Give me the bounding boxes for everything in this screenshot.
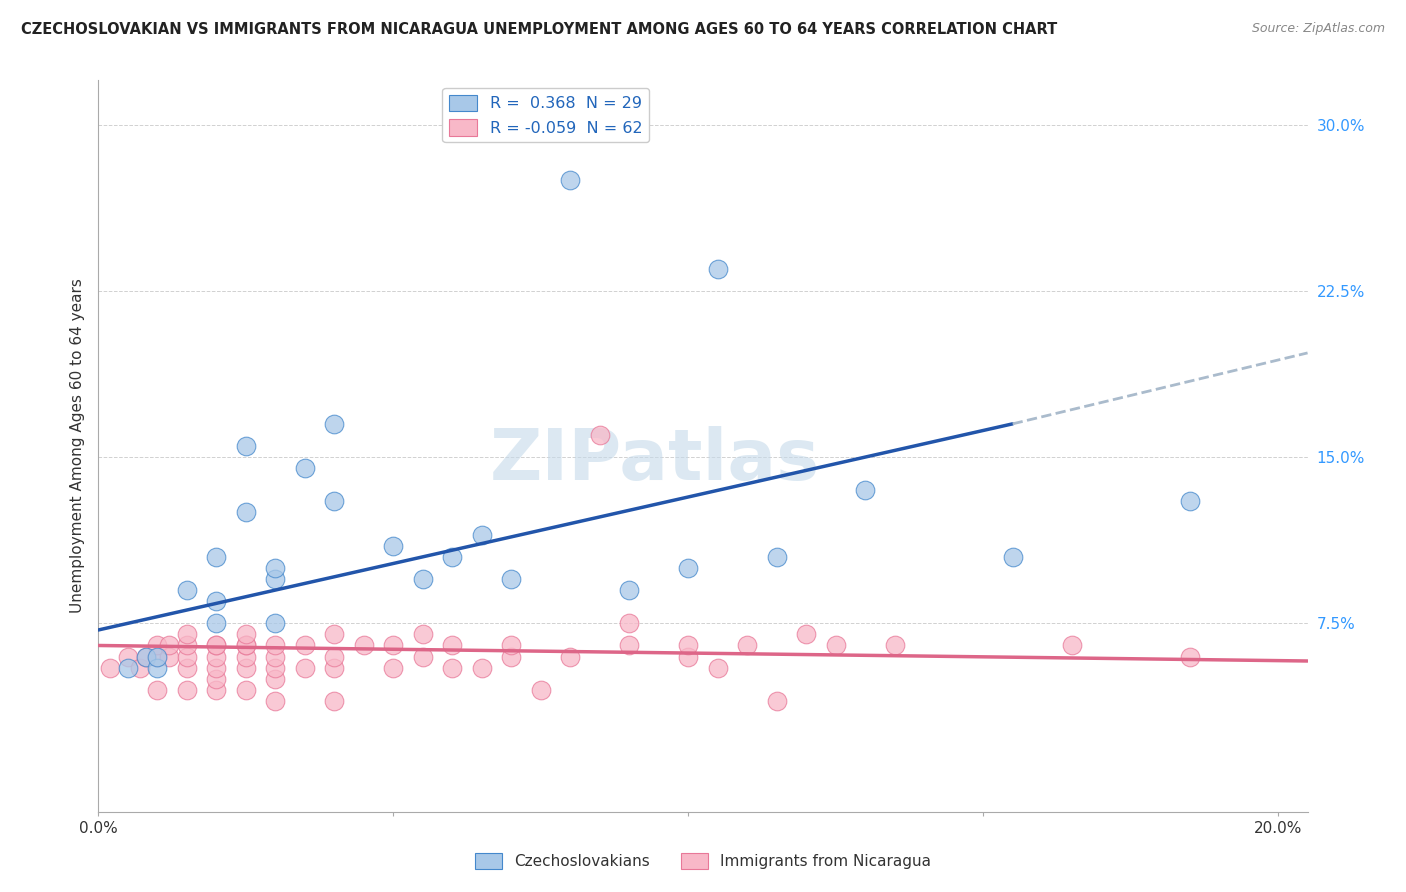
Point bbox=[205, 639, 228, 653]
Point bbox=[323, 417, 346, 431]
Point bbox=[323, 627, 346, 641]
Point bbox=[560, 649, 582, 664]
Point bbox=[323, 649, 346, 664]
Point bbox=[1178, 649, 1201, 664]
Point bbox=[501, 639, 523, 653]
Point bbox=[264, 639, 287, 653]
Point bbox=[706, 660, 728, 674]
Point bbox=[382, 660, 405, 674]
Point bbox=[235, 627, 257, 641]
Point bbox=[264, 694, 287, 708]
Point bbox=[176, 649, 198, 664]
Point bbox=[176, 583, 198, 598]
Point bbox=[205, 639, 228, 653]
Point bbox=[678, 639, 700, 653]
Point bbox=[294, 461, 316, 475]
Point bbox=[441, 660, 464, 674]
Point bbox=[735, 639, 758, 653]
Point bbox=[117, 649, 139, 664]
Point bbox=[619, 583, 641, 598]
Point bbox=[146, 649, 169, 664]
Point bbox=[883, 639, 905, 653]
Point bbox=[176, 660, 198, 674]
Point bbox=[235, 682, 257, 697]
Point bbox=[135, 649, 157, 664]
Point bbox=[294, 660, 316, 674]
Point bbox=[1178, 494, 1201, 508]
Point bbox=[323, 494, 346, 508]
Text: CZECHOSLOVAKIAN VS IMMIGRANTS FROM NICARAGUA UNEMPLOYMENT AMONG AGES 60 TO 64 YE: CZECHOSLOVAKIAN VS IMMIGRANTS FROM NICAR… bbox=[21, 22, 1057, 37]
Point bbox=[706, 261, 728, 276]
Point bbox=[323, 694, 346, 708]
Point bbox=[471, 660, 494, 674]
Point bbox=[853, 483, 876, 498]
Point bbox=[235, 639, 257, 653]
Point bbox=[205, 660, 228, 674]
Point bbox=[98, 660, 121, 674]
Point bbox=[146, 649, 169, 664]
Point bbox=[146, 660, 169, 674]
Point bbox=[205, 549, 228, 564]
Point bbox=[205, 672, 228, 686]
Point bbox=[205, 594, 228, 608]
Point bbox=[235, 639, 257, 653]
Legend: R =  0.368  N = 29, R = -0.059  N = 62: R = 0.368 N = 29, R = -0.059 N = 62 bbox=[443, 88, 650, 142]
Point bbox=[235, 649, 257, 664]
Point bbox=[264, 561, 287, 575]
Point bbox=[205, 616, 228, 631]
Point bbox=[157, 649, 180, 664]
Point bbox=[1001, 549, 1024, 564]
Point bbox=[157, 639, 180, 653]
Point bbox=[765, 549, 787, 564]
Text: Source: ZipAtlas.com: Source: ZipAtlas.com bbox=[1251, 22, 1385, 36]
Point bbox=[135, 649, 157, 664]
Point bbox=[323, 660, 346, 674]
Point bbox=[678, 649, 700, 664]
Point bbox=[589, 428, 612, 442]
Point bbox=[117, 660, 139, 674]
Point bbox=[176, 639, 198, 653]
Point bbox=[441, 639, 464, 653]
Point bbox=[146, 639, 169, 653]
Point bbox=[205, 649, 228, 664]
Point bbox=[412, 627, 434, 641]
Point bbox=[294, 639, 316, 653]
Point bbox=[501, 572, 523, 586]
Point bbox=[560, 173, 582, 187]
Point bbox=[235, 439, 257, 453]
Point bbox=[264, 660, 287, 674]
Y-axis label: Unemployment Among Ages 60 to 64 years: Unemployment Among Ages 60 to 64 years bbox=[69, 278, 84, 614]
Point bbox=[235, 506, 257, 520]
Point bbox=[794, 627, 817, 641]
Point bbox=[441, 549, 464, 564]
Point bbox=[1060, 639, 1083, 653]
Point bbox=[235, 660, 257, 674]
Point bbox=[176, 627, 198, 641]
Point bbox=[412, 572, 434, 586]
Point bbox=[765, 694, 787, 708]
Point bbox=[471, 527, 494, 541]
Point bbox=[382, 539, 405, 553]
Text: ZIPatlas: ZIPatlas bbox=[489, 426, 820, 495]
Legend: Czechoslovakians, Immigrants from Nicaragua: Czechoslovakians, Immigrants from Nicara… bbox=[468, 847, 938, 875]
Point bbox=[678, 561, 700, 575]
Point bbox=[382, 639, 405, 653]
Point bbox=[176, 682, 198, 697]
Point bbox=[264, 649, 287, 664]
Point bbox=[501, 649, 523, 664]
Point bbox=[619, 639, 641, 653]
Point bbox=[619, 616, 641, 631]
Point bbox=[264, 672, 287, 686]
Point bbox=[128, 660, 150, 674]
Point bbox=[146, 682, 169, 697]
Point bbox=[264, 572, 287, 586]
Point bbox=[412, 649, 434, 664]
Point bbox=[205, 682, 228, 697]
Point bbox=[530, 682, 553, 697]
Point bbox=[824, 639, 846, 653]
Point bbox=[353, 639, 375, 653]
Point bbox=[264, 616, 287, 631]
